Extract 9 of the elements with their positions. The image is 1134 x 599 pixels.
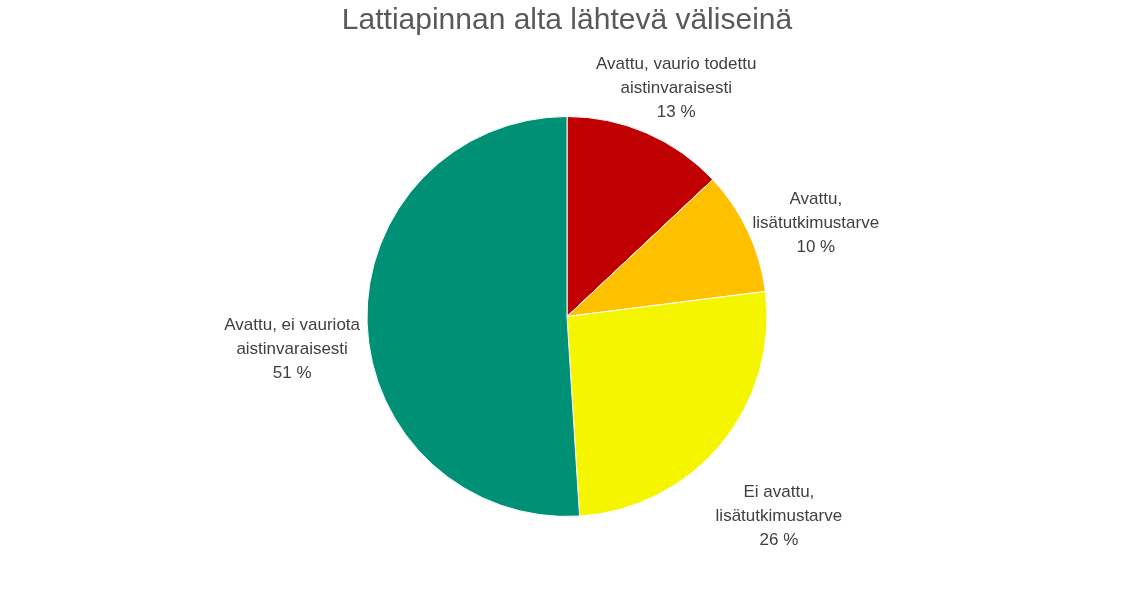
chart-title: Lattiapinnan alta lähtevä väliseinä xyxy=(341,2,793,35)
data-label: 26 % xyxy=(759,529,799,549)
data-label: 51 % xyxy=(272,363,312,383)
data-label: 10 % xyxy=(796,237,836,257)
slice-label: Avattu, ei vauriota aistinvaraisesti xyxy=(224,315,361,359)
slice-label: Avattu, lisätutkimustarve xyxy=(752,189,880,233)
slice-label: Avattu, vaurio todettu aistinvaraisesti xyxy=(596,54,757,98)
slice-label: Ei avattu, lisätutkimustarve xyxy=(715,481,843,525)
data-label: 13 % xyxy=(656,102,696,122)
